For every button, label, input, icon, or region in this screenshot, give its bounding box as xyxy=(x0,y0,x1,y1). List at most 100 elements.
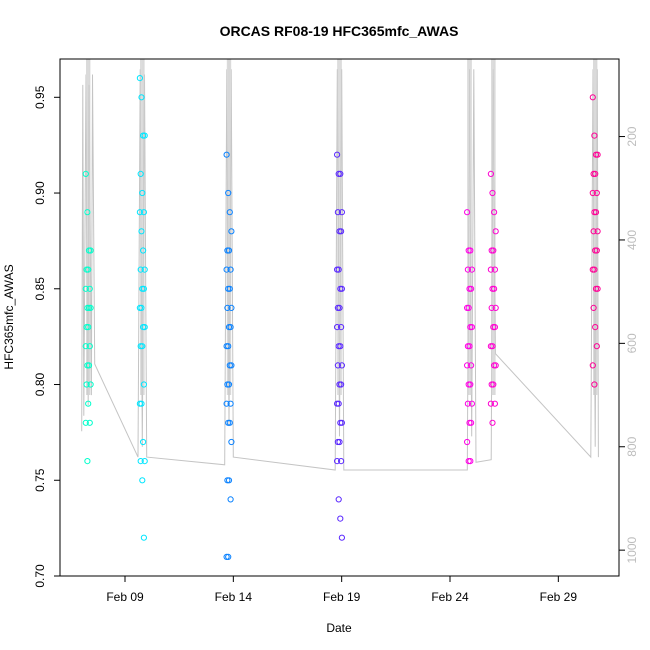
data-point xyxy=(228,304,235,311)
data-point xyxy=(488,304,495,311)
data-point xyxy=(87,304,94,311)
x-axis-label: Date xyxy=(326,621,352,635)
data-point xyxy=(337,515,344,522)
data-point xyxy=(228,362,235,369)
data-point xyxy=(137,458,144,465)
data-point xyxy=(138,228,145,235)
y-tick-label: 0.70 xyxy=(33,564,47,588)
data-point xyxy=(338,285,345,292)
data-point xyxy=(487,266,494,273)
x-tick-label: Feb 19 xyxy=(323,590,361,604)
data-points xyxy=(82,75,601,561)
data-point xyxy=(227,400,234,407)
data-point xyxy=(226,419,233,426)
data-point xyxy=(334,209,341,216)
data-point xyxy=(139,477,146,484)
data-point xyxy=(223,151,230,158)
data-point xyxy=(468,285,475,292)
data-point xyxy=(492,304,499,311)
data-point xyxy=(138,94,145,101)
data-point xyxy=(141,324,148,331)
y-tick-label: 0.85 xyxy=(33,277,47,301)
data-point xyxy=(226,285,233,292)
data-point xyxy=(225,553,232,561)
data-point xyxy=(223,266,230,273)
data-point xyxy=(226,209,233,216)
data-point xyxy=(491,324,498,331)
data-point xyxy=(591,381,598,388)
data-point xyxy=(490,247,497,254)
data-point xyxy=(467,458,474,465)
data-point xyxy=(594,228,601,235)
data-point xyxy=(591,132,598,139)
plot-frame xyxy=(59,58,620,577)
data-point xyxy=(594,285,601,292)
data-point xyxy=(139,189,146,197)
y-right-tick-label: 200 xyxy=(625,126,639,146)
data-point xyxy=(140,534,147,541)
data-point xyxy=(334,362,341,369)
data-point xyxy=(490,381,497,388)
data-point xyxy=(140,438,147,446)
data-point xyxy=(592,209,600,216)
x-tick-label: Feb 24 xyxy=(431,590,469,604)
data-point xyxy=(87,381,94,388)
data-point xyxy=(338,209,345,216)
y-axis-right: 200 400 600 800 1000 xyxy=(619,126,639,564)
data-point xyxy=(82,419,89,426)
data-point xyxy=(338,458,345,465)
data-point xyxy=(334,151,341,158)
data-point xyxy=(593,343,600,350)
data-point xyxy=(140,285,147,292)
x-tick-label: Feb 14 xyxy=(215,590,253,604)
data-point xyxy=(589,362,596,369)
data-point xyxy=(487,400,494,407)
data-point xyxy=(336,304,343,311)
y-tick-label: 0.80 xyxy=(33,373,47,397)
y-right-tick-label: 1000 xyxy=(625,536,639,563)
data-point xyxy=(468,400,475,407)
data-point xyxy=(338,228,345,235)
data-point xyxy=(86,343,93,350)
data-point xyxy=(337,343,344,350)
data-point xyxy=(140,209,147,216)
data-point xyxy=(84,458,91,465)
data-point xyxy=(489,189,496,197)
data-point xyxy=(594,151,601,158)
data-point xyxy=(139,343,146,350)
data-point xyxy=(140,247,147,254)
data-point xyxy=(84,209,91,216)
y-tick-label: 0.75 xyxy=(33,468,47,492)
data-point xyxy=(336,438,343,446)
data-point xyxy=(338,534,345,541)
data-point xyxy=(228,228,235,235)
data-point xyxy=(136,209,143,216)
data-point xyxy=(82,343,89,350)
data-point xyxy=(225,343,232,350)
data-point xyxy=(224,304,231,311)
data-point xyxy=(338,362,345,369)
data-point xyxy=(338,419,345,426)
data-point xyxy=(335,400,342,407)
data-point xyxy=(467,381,474,388)
data-point xyxy=(592,170,599,177)
data-point xyxy=(487,170,494,177)
data-point xyxy=(335,496,342,503)
data-point xyxy=(85,362,93,369)
y-tick-label: 0.95 xyxy=(33,85,47,109)
data-point xyxy=(468,419,475,426)
data-point xyxy=(85,324,92,331)
x-tick-label: Feb 29 xyxy=(540,590,578,604)
data-point xyxy=(592,324,599,331)
data-point xyxy=(338,324,345,331)
data-point xyxy=(82,170,89,177)
data-point xyxy=(468,324,475,331)
data-point xyxy=(464,266,471,273)
data-point xyxy=(491,209,498,216)
y-right-tick-label: 800 xyxy=(625,436,639,456)
data-point xyxy=(141,132,148,139)
chart-title: ORCAS RF08-19 HFC365mfc_AWAS xyxy=(220,23,459,39)
data-point xyxy=(83,381,90,388)
data-point xyxy=(464,400,471,407)
